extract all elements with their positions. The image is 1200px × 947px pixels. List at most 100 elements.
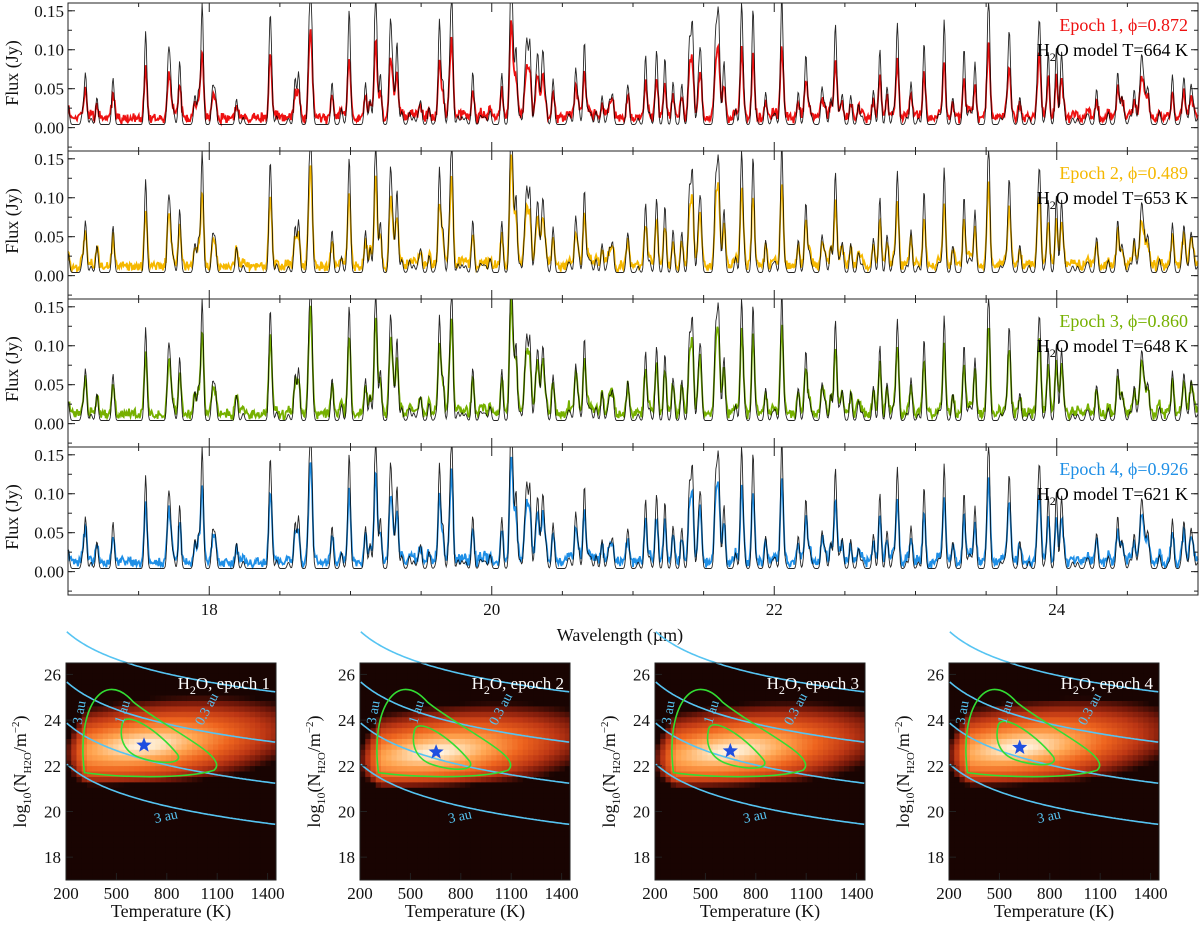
heatmap-cell — [665, 869, 672, 875]
heatmap-cell — [775, 679, 782, 686]
heatmap-cell — [786, 679, 792, 686]
heatmap-cell — [213, 814, 219, 821]
heatmap-cell — [676, 700, 682, 707]
heatmap-cell — [92, 700, 98, 707]
heatmap-cell — [244, 858, 251, 865]
heatmap-cell — [150, 663, 156, 669]
heatmap-cell — [807, 863, 813, 870]
heatmap-cell — [796, 847, 803, 854]
heatmap-cell — [260, 798, 266, 805]
heatmap-cell — [71, 771, 77, 778]
heatmap-cell — [676, 869, 682, 875]
heatmap-cell — [670, 847, 677, 854]
heatmap-cell — [213, 700, 219, 707]
heatmap-cell — [796, 831, 803, 837]
heatmap-cell — [76, 673, 83, 680]
heatmap-cell — [118, 782, 125, 789]
heatmap-cell — [749, 847, 756, 854]
heatmap-cell — [812, 776, 819, 783]
heatmap-cell — [480, 690, 487, 696]
heatmap-cell — [239, 749, 245, 756]
heatmap-cell — [807, 858, 813, 865]
heatmap-cell — [433, 738, 440, 745]
heatmap-cell — [744, 673, 750, 680]
heatmap-cell — [517, 787, 524, 794]
heatmap-cell — [838, 869, 845, 875]
heatmap-cell — [197, 766, 203, 772]
heatmap-cell — [270, 760, 277, 767]
heatmap-cell — [370, 722, 377, 729]
heatmap-cell — [760, 744, 766, 751]
heatmap-cell — [796, 749, 803, 756]
heatmap-cell — [465, 744, 471, 751]
heatmap-cell — [728, 738, 735, 745]
heatmap-cell — [76, 863, 83, 870]
heatmap-cell — [202, 690, 209, 696]
heatmap-cell — [202, 738, 209, 745]
heatmap-cell — [181, 690, 188, 696]
heatmap-cell — [118, 852, 125, 859]
heatmap-cell — [165, 744, 172, 751]
heatmap-cell — [791, 695, 798, 702]
heatmap-cell — [676, 673, 682, 680]
heatmap-cell — [244, 755, 251, 762]
heatmap-cell — [796, 809, 803, 816]
heatmap-cell — [134, 798, 140, 805]
heatmap-cell — [270, 847, 277, 854]
heatmap-cell — [92, 858, 98, 865]
heatmap-cell — [691, 847, 698, 854]
heatmap-cell — [660, 728, 666, 734]
heatmap-cell — [71, 706, 77, 713]
heatmap-cell — [402, 728, 408, 734]
heatmap-cell — [144, 668, 151, 675]
heatmap-cell — [144, 825, 151, 832]
heatmap-cell — [828, 798, 834, 805]
heatmap-cell — [213, 836, 219, 843]
heatmap-cell — [160, 798, 167, 805]
heatmap-cell — [480, 776, 487, 783]
heatmap-cell — [265, 695, 272, 702]
heatmap-cell — [533, 717, 539, 724]
heatmap-cell — [407, 663, 413, 669]
heatmap-cell — [428, 852, 434, 859]
heatmap-cell — [754, 717, 761, 724]
heatmap-cell — [554, 798, 560, 805]
model-spectrum-line — [67, 150, 1199, 273]
heatmap-cell — [775, 663, 782, 669]
heatmap-cell — [660, 706, 666, 713]
heatmap-cell — [491, 766, 497, 772]
heatmap-cell — [160, 700, 167, 707]
heatmap-cell — [118, 804, 125, 810]
heatmap-cell — [665, 733, 672, 740]
heatmap-cell — [760, 695, 766, 702]
heatmap-cell — [686, 804, 693, 810]
heatmap-cell — [507, 804, 513, 810]
heatmap-cell — [97, 798, 104, 805]
heatmap-cell — [733, 760, 740, 767]
heatmap-cell — [480, 782, 487, 789]
heatmap-cell — [517, 782, 524, 789]
heatmap-cell — [796, 733, 803, 740]
heatmap-cell — [66, 744, 72, 751]
heatmap-cell — [496, 804, 503, 810]
heatmap-cell — [812, 695, 819, 702]
heatmap-cell — [223, 771, 230, 778]
heatmap-cell — [781, 869, 787, 875]
heatmap-cell — [391, 684, 398, 691]
heatmap-cell — [660, 858, 666, 865]
heatmap-cell — [134, 684, 140, 691]
heatmap-cell — [365, 814, 371, 821]
heatmap-cell — [702, 825, 708, 832]
heatmap-cell — [475, 760, 482, 767]
heatmap-cell — [480, 787, 487, 794]
heatmap-cell — [87, 711, 93, 718]
heatmap-cell — [192, 858, 198, 865]
heatmap-cell — [265, 663, 272, 669]
heatmap-cell — [365, 749, 371, 756]
heatmap-cell — [165, 755, 172, 762]
heatmap-cell — [549, 755, 555, 762]
heatmap-cell — [491, 755, 497, 762]
heatmap-cell — [501, 836, 508, 843]
model-spectrum-line — [67, 2, 1199, 125]
heatmap-cell — [528, 787, 534, 794]
